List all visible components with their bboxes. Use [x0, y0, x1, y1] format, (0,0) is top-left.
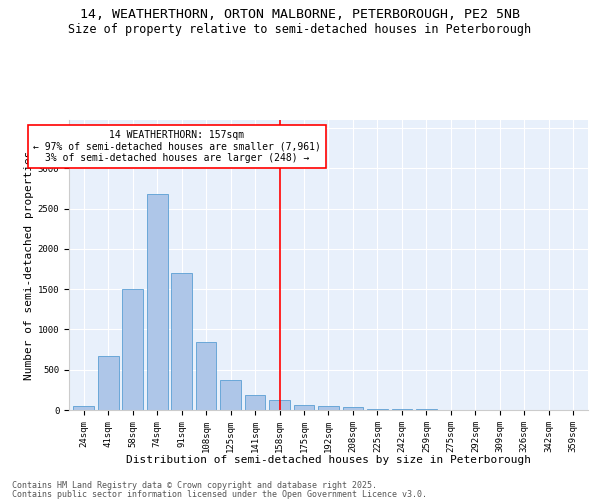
Bar: [73, 406, 94, 410]
Bar: [416, 409, 437, 410]
Text: Contains HM Land Registry data © Crown copyright and database right 2025.: Contains HM Land Registry data © Crown c…: [12, 481, 377, 490]
Bar: [171, 273, 192, 410]
Bar: [392, 409, 412, 410]
Bar: [318, 406, 339, 410]
Bar: [245, 395, 265, 410]
Bar: [367, 409, 388, 410]
Text: 14, WEATHERTHORN, ORTON MALBORNE, PETERBOROUGH, PE2 5NB: 14, WEATHERTHORN, ORTON MALBORNE, PETERB…: [80, 8, 520, 20]
Bar: [98, 356, 119, 410]
Bar: [220, 380, 241, 410]
Bar: [147, 194, 167, 410]
Text: Size of property relative to semi-detached houses in Peterborough: Size of property relative to semi-detach…: [68, 22, 532, 36]
Text: 14 WEATHERTHORN: 157sqm
← 97% of semi-detached houses are smaller (7,961)
3% of : 14 WEATHERTHORN: 157sqm ← 97% of semi-de…: [33, 130, 320, 163]
Bar: [343, 407, 364, 410]
Bar: [196, 342, 217, 410]
Text: Contains public sector information licensed under the Open Government Licence v3: Contains public sector information licen…: [12, 490, 427, 499]
Y-axis label: Number of semi-detached properties: Number of semi-detached properties: [23, 150, 34, 380]
Bar: [122, 289, 143, 410]
Bar: [293, 405, 314, 410]
Bar: [269, 400, 290, 410]
Text: Distribution of semi-detached houses by size in Peterborough: Distribution of semi-detached houses by …: [127, 455, 532, 465]
